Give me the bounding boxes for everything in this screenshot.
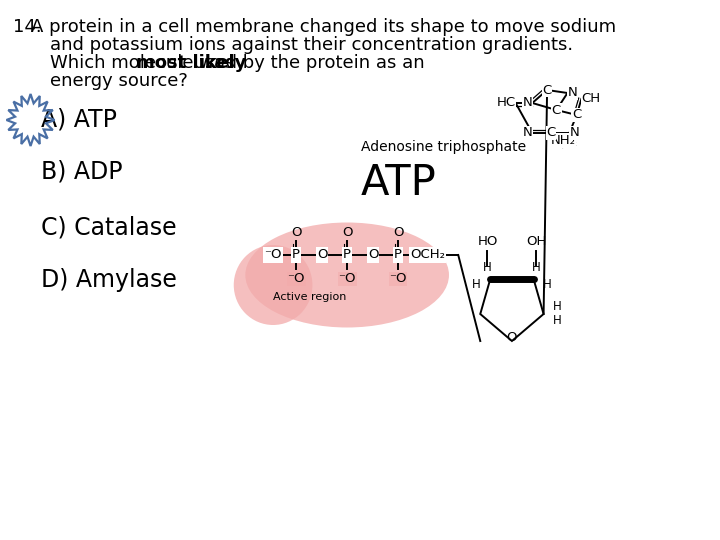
Text: Active region: Active region: [274, 292, 347, 302]
Text: C: C: [542, 84, 552, 97]
Text: used by the protein as an: used by the protein as an: [188, 54, 425, 72]
Text: ⁻O: ⁻O: [390, 273, 407, 286]
Text: P: P: [343, 248, 351, 261]
Text: P: P: [292, 248, 300, 261]
Text: A) ATP: A) ATP: [41, 108, 117, 132]
Text: ⁻O: ⁻O: [338, 273, 356, 286]
Text: 14.: 14.: [13, 18, 42, 36]
Text: H: H: [543, 278, 552, 291]
Text: O: O: [507, 331, 517, 344]
Text: CH: CH: [581, 92, 600, 105]
Text: H: H: [483, 261, 492, 274]
Text: P: P: [394, 248, 402, 261]
Text: and potassium ions against their concentration gradients.: and potassium ions against their concent…: [50, 36, 573, 54]
Text: energy source?: energy source?: [50, 72, 188, 90]
Text: B) ADP: B) ADP: [41, 160, 122, 184]
Text: C: C: [552, 104, 561, 117]
Text: O: O: [291, 226, 302, 240]
Text: C) Catalase: C) Catalase: [41, 215, 176, 239]
Text: C: C: [546, 126, 555, 139]
Text: NH₂: NH₂: [553, 137, 578, 150]
Text: NH₂: NH₂: [550, 134, 575, 147]
Text: O: O: [342, 226, 352, 240]
Text: HO: HO: [477, 234, 498, 247]
Text: O: O: [393, 226, 403, 240]
Text: H: H: [532, 261, 541, 274]
Text: OH: OH: [526, 234, 546, 247]
Text: N: N: [567, 86, 577, 99]
Text: N: N: [523, 97, 532, 110]
Text: C: C: [572, 109, 581, 122]
Text: H: H: [472, 278, 481, 291]
Text: H: H: [553, 300, 562, 314]
Text: ⁻O: ⁻O: [264, 248, 282, 261]
Ellipse shape: [234, 245, 312, 325]
Text: O: O: [368, 248, 378, 261]
Text: H: H: [553, 314, 562, 327]
Text: ATP: ATP: [361, 162, 437, 204]
Text: D) Amylase: D) Amylase: [41, 268, 176, 292]
Text: most likely: most likely: [136, 54, 246, 72]
Text: O: O: [317, 248, 328, 261]
Text: OCH₂: OCH₂: [410, 248, 445, 261]
Text: A protein in a cell membrane changed its shape to move sodium: A protein in a cell membrane changed its…: [32, 18, 616, 36]
Text: Adenosine triphosphate: Adenosine triphosphate: [361, 140, 526, 154]
Text: N: N: [523, 126, 532, 139]
Ellipse shape: [246, 222, 449, 327]
Text: Which molecule was: Which molecule was: [50, 54, 240, 72]
Text: HC: HC: [497, 97, 516, 110]
Text: ⁻O: ⁻O: [287, 273, 305, 286]
Text: N: N: [570, 126, 579, 139]
